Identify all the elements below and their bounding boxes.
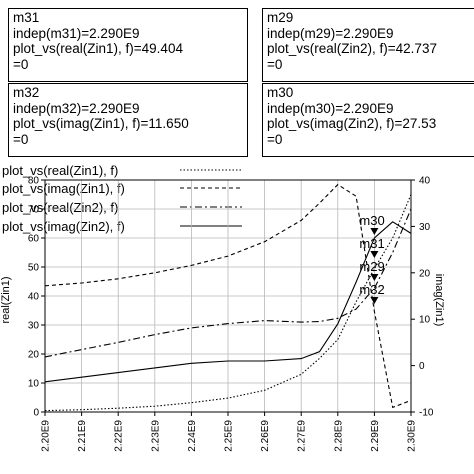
right-tick-label: 30: [419, 222, 431, 233]
x-tick-label: 2.21E9: [77, 420, 88, 452]
left-tick-label: 70: [28, 205, 40, 216]
marker-readout-line: m29: [267, 10, 294, 25]
marker-readout-line: =0: [267, 56, 283, 72]
left-tick-label: 40: [28, 292, 40, 303]
right-tick-label: 20: [419, 268, 431, 279]
x-tick-label: 2.25E9: [224, 420, 235, 452]
x-tick-label: 2.27E9: [297, 420, 308, 452]
right-tick-label: 10: [419, 315, 431, 326]
marker-readout-m31: m31 indep(m31)=2.290E9 plot_vs(real(Zin1),…: [8, 8, 248, 82]
left-tick-label: 80: [28, 176, 40, 187]
series-line-solid: [44, 221, 412, 383]
legend-label: plot_vs(imag(Zin2), f): [2, 219, 125, 234]
x-tick-label: 2.28E9: [333, 420, 344, 452]
marker-readout-line: =0: [267, 131, 283, 147]
x-tick-label: 2.30E9: [407, 420, 418, 452]
y-axis-right-title: imag(Zin1): [433, 274, 445, 327]
marker-readout-line: indep(m31)=2.290E9: [13, 25, 140, 41]
marker-readout-m32: m32 indep(m32)=2.290E9 plot_vs(imag(Zin1),…: [8, 83, 248, 157]
marker-readout-line: plot_vs(imag(Zin2), f)=27.53: [267, 116, 437, 131]
right-tick-label: 40: [419, 176, 431, 187]
marker-readout-line: m31: [13, 10, 40, 25]
marker-triangle-m32: [370, 297, 379, 304]
marker-readout-line: =0: [13, 56, 29, 72]
marker-readout-line: plot_vs(real(Zin1), f)=49.404: [13, 41, 183, 56]
x-tick-label: 2.29E9: [370, 420, 381, 452]
marker-readout-line: plot_vs(imag(Zin1), f)=11.650: [13, 116, 189, 131]
left-tick-label: 30: [28, 321, 40, 332]
marker-readout-line: =0: [13, 131, 29, 147]
marker-triangle-m29: [370, 274, 379, 281]
legend-label: plot_vs(imag(Zin1), f): [2, 181, 125, 196]
x-tick-label: 2.26E9: [260, 420, 271, 452]
series-line-dashed: [44, 183, 412, 409]
marker-label-m30: m30: [359, 213, 384, 228]
legend-label: plot_vs(real(Zin2), f): [2, 200, 118, 215]
left-tick-label: 20: [28, 350, 40, 361]
marker-readout-line: plot_vs(real(Zin2), f)=42.737: [267, 41, 437, 56]
left-tick-label: 0: [33, 408, 39, 419]
x-tick-label: 2.20E9: [41, 420, 52, 452]
marker-triangle-m30: [370, 228, 379, 235]
marker-triangle-m31: [370, 251, 379, 258]
marker-label-m29: m29: [359, 259, 384, 274]
y-axis-left-title: real(Zin1): [0, 276, 12, 323]
series-line-dashdot: [44, 208, 412, 358]
marker-label-m31: m31: [359, 236, 384, 251]
x-tick-label: 2.22E9: [114, 420, 125, 452]
right-tick-label: 0: [419, 361, 425, 372]
right-tick-label: -10: [419, 408, 434, 419]
x-tick-label: 2.23E9: [150, 420, 161, 452]
left-tick-label: 50: [28, 263, 40, 274]
left-tick-label: 60: [28, 234, 40, 245]
marker-label-m32: m32: [359, 282, 384, 297]
marker-readout-m29: m29 indep(m29)=2.290E9 plot_vs(real(Zin2),…: [262, 8, 474, 82]
marker-readout-line: m32: [13, 85, 40, 100]
marker-readout-line: m30: [267, 85, 294, 100]
marker-readout-line: indep(m32)=2.290E9: [13, 100, 140, 116]
marker-readout-m30: m30 indep(m30)=2.290E9 plot_vs(imag(Zin2),…: [262, 83, 474, 157]
legend-label: plot_vs(real(Zin1), f): [2, 163, 118, 178]
marker-readout-line: indep(m30)=2.290E9: [267, 100, 394, 116]
marker-readout-line: indep(m29)=2.290E9: [267, 25, 394, 41]
x-tick-label: 2.24E9: [187, 420, 198, 452]
left-tick-label: 10: [28, 379, 40, 390]
